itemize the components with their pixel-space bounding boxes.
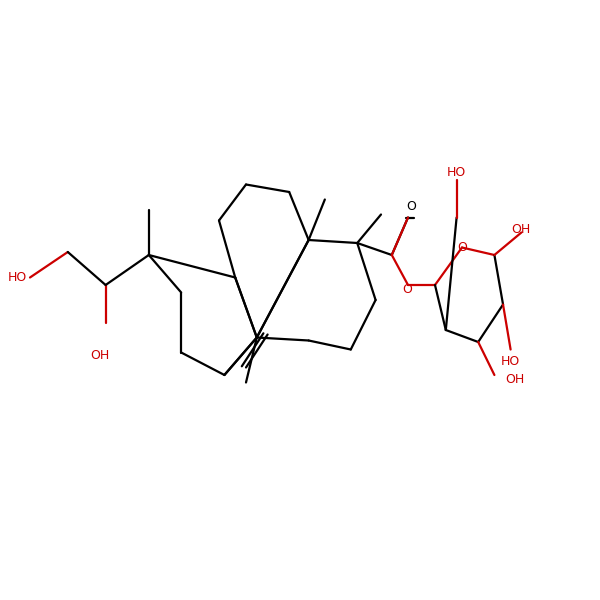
Text: OH: OH [91,349,110,362]
Text: HO: HO [8,271,27,284]
Text: HO: HO [501,355,520,368]
Text: OH: OH [505,373,524,386]
Text: OH: OH [511,223,530,236]
Text: HO: HO [447,166,466,179]
Text: O: O [457,241,467,254]
Text: O: O [402,283,412,296]
Text: O: O [406,200,416,214]
